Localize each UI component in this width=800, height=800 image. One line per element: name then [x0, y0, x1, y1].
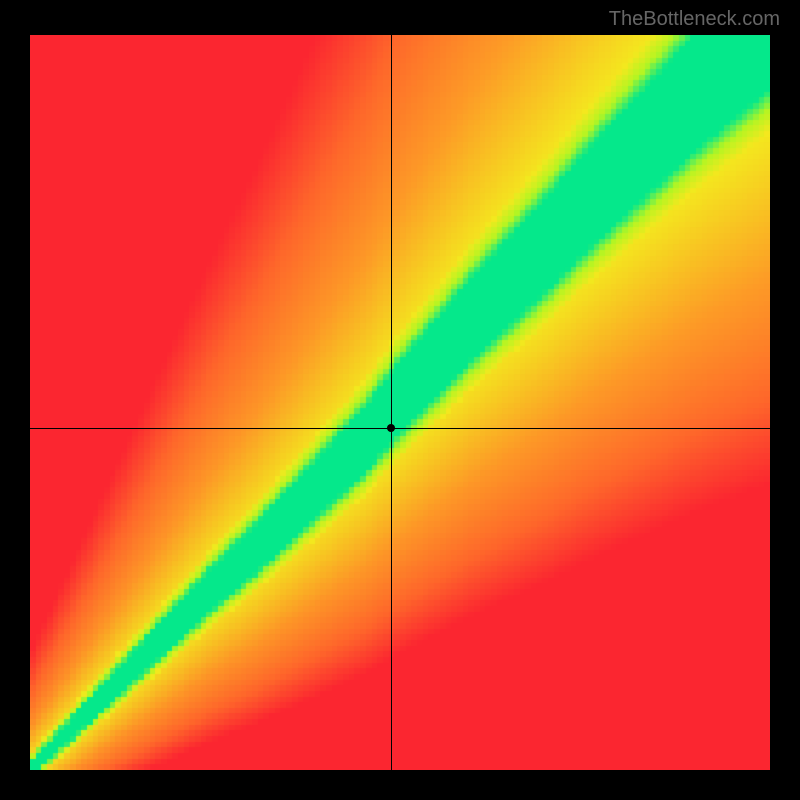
watermark-text: TheBottleneck.com: [609, 8, 780, 31]
crosshair-vertical: [391, 35, 392, 770]
heatmap-canvas: [30, 35, 770, 770]
crosshair-horizontal: [30, 428, 770, 429]
marker-point: [387, 424, 395, 432]
heatmap-plot: [30, 35, 770, 770]
